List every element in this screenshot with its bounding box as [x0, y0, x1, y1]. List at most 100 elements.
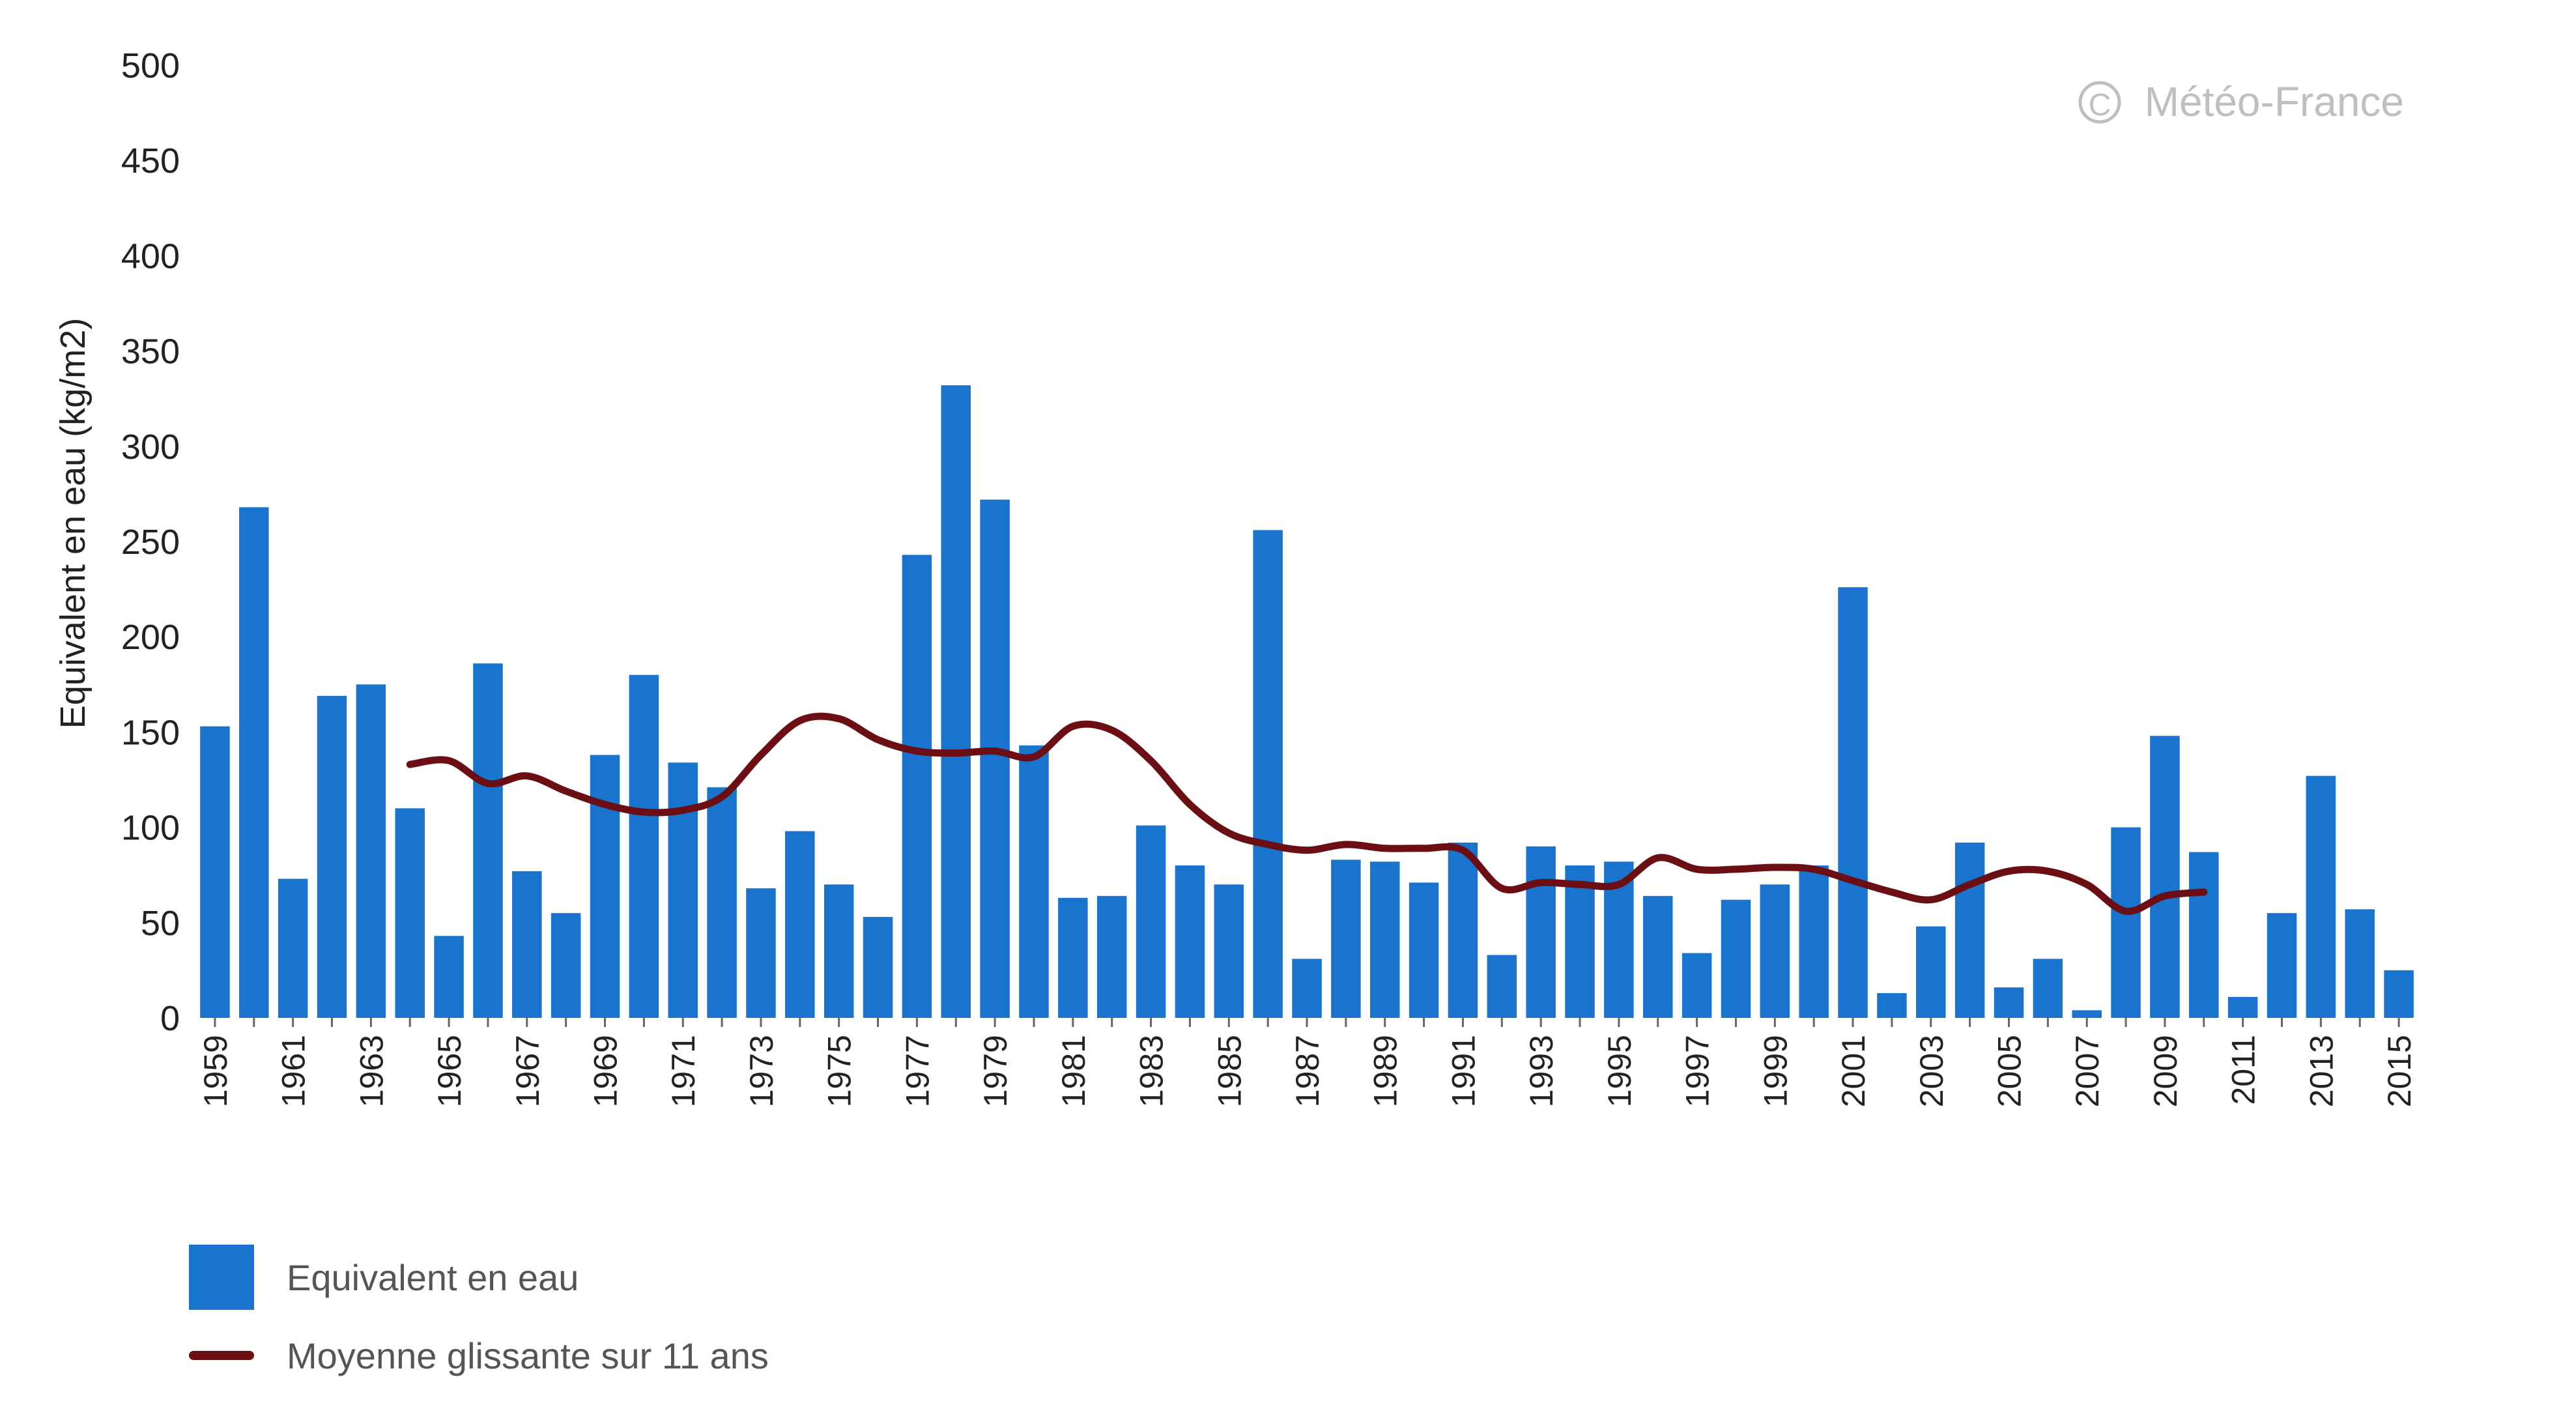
y-tick-label-5: 250 — [121, 523, 180, 562]
x-tick-label-1995: 1995 — [1601, 1035, 1638, 1107]
x-tick-label-1963: 1963 — [353, 1035, 390, 1107]
bar-1967 — [512, 871, 541, 1018]
x-tick-label-1965: 1965 — [431, 1035, 468, 1107]
bar-2003 — [1916, 927, 1945, 1018]
y-tick-label-6: 300 — [121, 427, 180, 467]
bar-2009 — [2150, 736, 2179, 1018]
bar-1997 — [1682, 953, 1711, 1018]
bar-1983 — [1136, 826, 1166, 1018]
bar-1966 — [473, 663, 502, 1018]
y-tick-label-0: 0 — [160, 999, 180, 1038]
x-tick-label-2009: 2009 — [2147, 1035, 2184, 1107]
y-tick-label-1: 50 — [141, 904, 180, 943]
x-tick-label-1981: 1981 — [1055, 1035, 1092, 1107]
bar-2005 — [1994, 987, 2024, 1018]
bar-1959 — [200, 727, 229, 1018]
bar-1961 — [278, 879, 308, 1018]
bar-2012 — [2267, 913, 2297, 1018]
copyright-icon: C — [2080, 83, 2119, 123]
bar-1987 — [1292, 959, 1321, 1018]
bar-1977 — [902, 555, 932, 1018]
x-tick-label-2007: 2007 — [2069, 1035, 2106, 1107]
y-tick-label-10: 500 — [121, 46, 180, 85]
bar-1971 — [668, 762, 697, 1018]
bar-1996 — [1643, 896, 1672, 1018]
bar-1982 — [1097, 896, 1126, 1018]
x-tick-label-1989: 1989 — [1367, 1035, 1404, 1107]
bar-1972 — [707, 787, 736, 1018]
bar-2015 — [2384, 970, 2413, 1018]
bar-1993 — [1526, 846, 1555, 1018]
bar-2000 — [1799, 865, 1828, 1018]
x-tick-label-1997: 1997 — [1680, 1035, 1716, 1107]
watermark-text: Météo-France — [2145, 78, 2404, 125]
bar-2001 — [1838, 587, 1867, 1018]
y-tick-label-3: 150 — [121, 713, 180, 752]
bar-series — [200, 385, 2414, 1018]
x-tick-label-1985: 1985 — [1211, 1035, 1248, 1107]
bar-1973 — [746, 888, 775, 1018]
x-tick-label-1973: 1973 — [743, 1035, 780, 1107]
bar-2014 — [2345, 909, 2374, 1018]
bar-2011 — [2228, 997, 2257, 1018]
bar-1999 — [1760, 884, 1790, 1018]
bar-1974 — [785, 831, 814, 1018]
x-tick-label-2001: 2001 — [1835, 1035, 1872, 1107]
bar-1998 — [1721, 900, 1751, 1018]
bar-1981 — [1058, 898, 1087, 1018]
legend-line-swatch — [189, 1351, 254, 1360]
bar-2004 — [1955, 843, 1984, 1018]
y-tick-label-4: 200 — [121, 618, 180, 657]
bar-2002 — [1877, 993, 1906, 1018]
legend-item-line: Moyenne glissante sur 11 ans — [189, 1316, 769, 1395]
bar-1992 — [1487, 955, 1517, 1018]
y-tick-label-7: 350 — [121, 332, 180, 371]
legend: Equivalent en eau Moyenne glissante sur … — [189, 1238, 769, 1395]
x-tick-label-2003: 2003 — [1913, 1035, 1950, 1107]
legend-item-bars: Equivalent en eau — [189, 1238, 769, 1316]
bar-1964 — [395, 808, 424, 1018]
bar-2006 — [2033, 959, 2063, 1018]
x-tick-label-1961: 1961 — [276, 1035, 312, 1107]
bar-2013 — [2306, 776, 2336, 1018]
x-tick-label-1993: 1993 — [1523, 1035, 1560, 1107]
bar-1960 — [239, 507, 268, 1018]
bar-1976 — [863, 917, 893, 1018]
x-tick-label-2005: 2005 — [1991, 1035, 2027, 1107]
y-axis-label: Equivalent en eau (kg/m2) — [53, 318, 93, 729]
legend-bar-label: Equivalent en eau — [287, 1256, 579, 1299]
bar-1965 — [434, 936, 463, 1018]
bar-1978 — [941, 385, 971, 1018]
bar-1984 — [1175, 865, 1205, 1018]
bar-1975 — [824, 884, 853, 1018]
bar-1963 — [356, 684, 386, 1018]
bar-1989 — [1370, 861, 1399, 1018]
x-tick-label-1971: 1971 — [665, 1035, 702, 1107]
bar-1979 — [980, 500, 1009, 1018]
x-tick-label-2015: 2015 — [2381, 1035, 2418, 1107]
bar-1969 — [590, 755, 620, 1018]
x-tick-label-2011: 2011 — [2225, 1035, 2262, 1105]
y-tick-label-9: 450 — [121, 141, 180, 181]
svg-text:C: C — [2089, 88, 2111, 123]
bar-1970 — [629, 675, 659, 1018]
x-tick-label-1959: 1959 — [197, 1035, 234, 1107]
x-tick-label-1999: 1999 — [1757, 1035, 1794, 1107]
bar-1990 — [1409, 882, 1438, 1018]
bar-2010 — [2189, 852, 2218, 1018]
x-tick-label-1967: 1967 — [509, 1035, 546, 1107]
x-tick-label-1987: 1987 — [1289, 1035, 1326, 1107]
bar-1986 — [1253, 530, 1282, 1018]
bar-1962 — [317, 696, 347, 1018]
y-tick-label-8: 400 — [121, 237, 180, 276]
x-tick-label-1983: 1983 — [1134, 1035, 1170, 1107]
bar-1988 — [1331, 860, 1360, 1018]
bar-1985 — [1214, 884, 1244, 1018]
legend-line-label: Moyenne glissante sur 11 ans — [287, 1335, 769, 1377]
x-tick-label-2013: 2013 — [2303, 1035, 2340, 1107]
bar-1980 — [1019, 745, 1048, 1018]
